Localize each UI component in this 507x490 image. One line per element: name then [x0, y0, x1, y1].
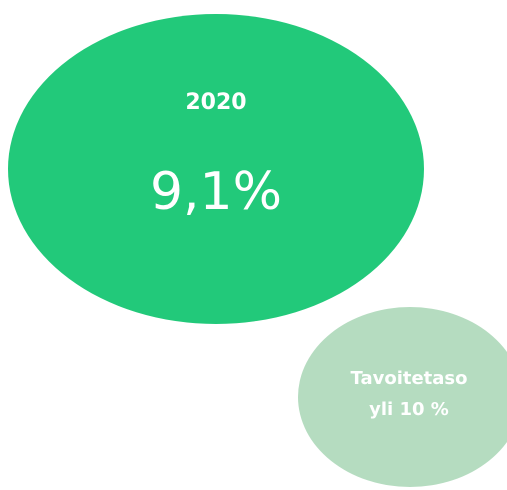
target-line: Tavoitetaso: [350, 368, 467, 389]
year-label: 2020: [185, 90, 246, 115]
target-bubble: [298, 307, 507, 487]
main-bubble: [8, 14, 424, 324]
target-line: yli 10 %: [369, 399, 449, 420]
value-label: 9,1%: [150, 162, 282, 222]
